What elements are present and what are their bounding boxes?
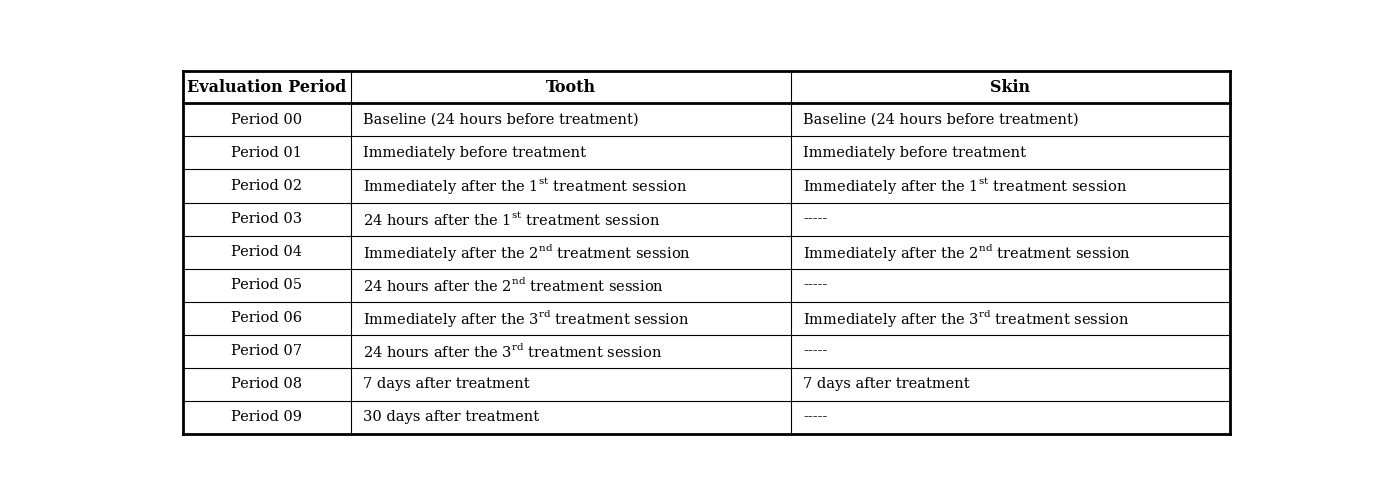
Text: Skin: Skin xyxy=(990,79,1030,96)
Text: -----: ----- xyxy=(804,410,827,424)
Text: Period 03: Period 03 xyxy=(232,212,302,226)
Text: Immediately before treatment: Immediately before treatment xyxy=(364,146,586,160)
Text: -----: ----- xyxy=(804,344,827,358)
Text: -----: ----- xyxy=(804,212,827,226)
Text: Baseline (24 hours before treatment): Baseline (24 hours before treatment) xyxy=(364,113,638,127)
Text: 24 hours after the 2$^{\mathregular{nd}}$ treatment session: 24 hours after the 2$^{\mathregular{nd}}… xyxy=(364,276,665,294)
Text: Immediately after the 1$^{\mathregular{st}}$ treatment session: Immediately after the 1$^{\mathregular{s… xyxy=(804,176,1128,196)
Text: Immediately before treatment: Immediately before treatment xyxy=(804,146,1026,160)
Text: Tooth: Tooth xyxy=(546,79,596,96)
Text: 7 days after treatment: 7 days after treatment xyxy=(804,377,969,391)
Text: Baseline (24 hours before treatment): Baseline (24 hours before treatment) xyxy=(804,113,1078,127)
Text: Period 08: Period 08 xyxy=(232,377,302,391)
Text: Period 01: Period 01 xyxy=(232,146,302,160)
Text: Immediately after the 1$^{\mathregular{st}}$ treatment session: Immediately after the 1$^{\mathregular{s… xyxy=(364,176,688,196)
Text: Immediately after the 3$^{\mathregular{rd}}$ treatment session: Immediately after the 3$^{\mathregular{r… xyxy=(804,308,1129,329)
Text: -----: ----- xyxy=(804,278,827,292)
Text: Period 00: Period 00 xyxy=(232,113,302,127)
Text: Immediately after the 3$^{\mathregular{rd}}$ treatment session: Immediately after the 3$^{\mathregular{r… xyxy=(364,308,690,329)
Text: Period 07: Period 07 xyxy=(232,344,302,358)
Text: Period 05: Period 05 xyxy=(232,278,302,292)
Text: Period 09: Period 09 xyxy=(232,410,302,424)
Text: 30 days after treatment: 30 days after treatment xyxy=(364,410,539,424)
Text: Period 04: Period 04 xyxy=(232,245,302,259)
Text: Immediately after the 2$^{\mathregular{nd}}$ treatment session: Immediately after the 2$^{\mathregular{n… xyxy=(804,242,1131,262)
Text: Evaluation Period: Evaluation Period xyxy=(188,79,346,96)
Text: Immediately after the 2$^{\mathregular{nd}}$ treatment session: Immediately after the 2$^{\mathregular{n… xyxy=(364,242,691,262)
Text: 24 hours after the 3$^{\mathregular{rd}}$ treatment session: 24 hours after the 3$^{\mathregular{rd}}… xyxy=(364,342,663,360)
Text: 7 days after treatment: 7 days after treatment xyxy=(364,377,530,391)
Text: 24 hours after the 1$^{\mathregular{st}}$ treatment session: 24 hours after the 1$^{\mathregular{st}}… xyxy=(364,210,661,228)
Text: Period 06: Period 06 xyxy=(232,311,302,325)
Text: Period 02: Period 02 xyxy=(232,179,302,193)
